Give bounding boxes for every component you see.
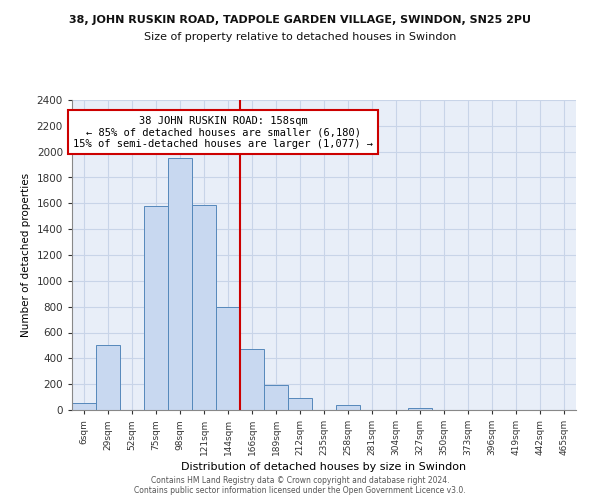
Bar [240, 350, 264, 410]
Bar [168, 158, 192, 410]
Bar [72, 403, 96, 410]
X-axis label: Distribution of detached houses by size in Swindon: Distribution of detached houses by size … [181, 462, 467, 472]
Text: Size of property relative to detached houses in Swindon: Size of property relative to detached ho… [144, 32, 456, 42]
Bar [336, 406, 360, 410]
Bar [408, 408, 432, 410]
Bar [216, 306, 240, 410]
Bar [264, 386, 288, 410]
Bar [96, 346, 120, 410]
Bar [192, 204, 216, 410]
Y-axis label: Number of detached properties: Number of detached properties [21, 173, 31, 337]
Text: Contains public sector information licensed under the Open Government Licence v3: Contains public sector information licen… [134, 486, 466, 495]
Bar [288, 398, 312, 410]
Bar [144, 206, 168, 410]
Text: 38, JOHN RUSKIN ROAD, TADPOLE GARDEN VILLAGE, SWINDON, SN25 2PU: 38, JOHN RUSKIN ROAD, TADPOLE GARDEN VIL… [69, 15, 531, 25]
Text: Contains HM Land Registry data © Crown copyright and database right 2024.: Contains HM Land Registry data © Crown c… [151, 476, 449, 485]
Text: 38 JOHN RUSKIN ROAD: 158sqm
← 85% of detached houses are smaller (6,180)
15% of : 38 JOHN RUSKIN ROAD: 158sqm ← 85% of det… [73, 116, 373, 148]
